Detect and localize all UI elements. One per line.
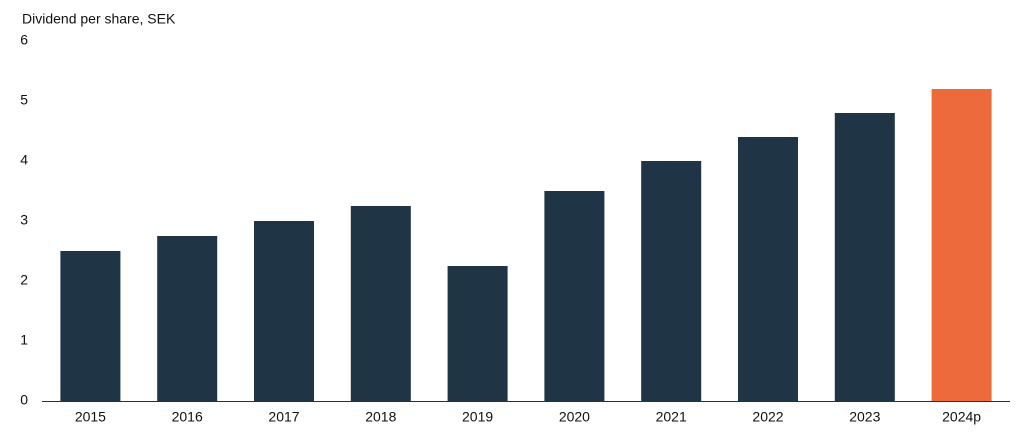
bar (737, 137, 799, 401)
bar (60, 251, 121, 401)
x-tick-label: 2015 (75, 409, 106, 425)
bar (447, 266, 508, 401)
x-tick-label: 2017 (268, 409, 299, 425)
y-tick-label: 5 (20, 92, 28, 108)
x-tick-label: 2016 (172, 409, 203, 425)
y-tick-label: 2 (20, 272, 28, 288)
y-tick-label: 6 (20, 32, 28, 48)
y-tick-label: 1 (20, 332, 28, 348)
x-tick-label: 2021 (656, 409, 687, 425)
x-tick-label: 2024p (942, 409, 981, 425)
x-tick-label: 2022 (752, 409, 783, 425)
bar (157, 236, 218, 401)
x-tick-label: 2019 (462, 409, 493, 425)
bar (834, 113, 895, 401)
bar (350, 206, 411, 401)
bar (253, 221, 315, 401)
bar (641, 161, 702, 401)
x-tick-label: 2023 (849, 409, 880, 425)
y-tick-label: 0 (20, 392, 28, 408)
x-tick-label: 2018 (365, 409, 396, 425)
chart-title: Dividend per share, SEK (22, 11, 176, 27)
y-tick-label: 4 (20, 152, 28, 168)
bar (544, 191, 605, 401)
bar (931, 89, 992, 401)
x-tick-label: 2020 (559, 409, 590, 425)
y-tick-label: 3 (20, 212, 28, 228)
